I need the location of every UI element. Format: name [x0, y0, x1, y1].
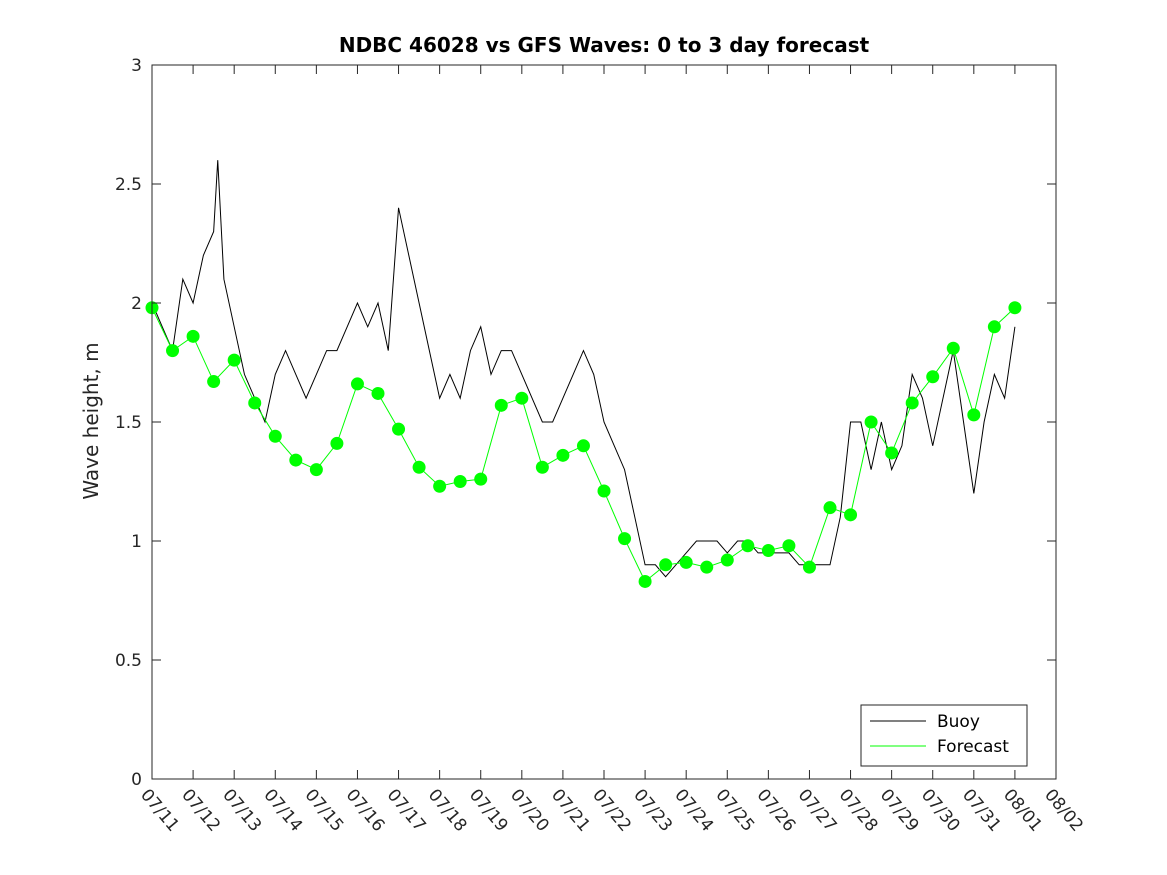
y-tick-label: 2.5 [115, 175, 142, 195]
forecast-point [597, 484, 611, 498]
forecast-point [268, 429, 282, 443]
forecast-point [227, 353, 241, 367]
forecast-point [535, 460, 549, 474]
forecast-point [1008, 301, 1022, 315]
forecast-point [987, 320, 1001, 334]
forecast-point [289, 453, 303, 467]
forecast-point [885, 446, 899, 460]
forecast-point [782, 539, 796, 553]
forecast-point [700, 560, 714, 574]
forecast-point [679, 555, 693, 569]
forecast-point [494, 398, 508, 412]
forecast-point [576, 439, 590, 453]
forecast-point [926, 370, 940, 384]
forecast-point [350, 377, 364, 391]
forecast-point [638, 574, 652, 588]
forecast-point [474, 472, 488, 486]
forecast-point [248, 396, 262, 410]
buoy-line [151, 160, 1016, 578]
forecast-point [946, 341, 960, 355]
y-tick-label: 2 [131, 294, 142, 314]
forecast-point [741, 539, 755, 553]
forecast-point [207, 375, 221, 389]
forecast-point [412, 460, 426, 474]
forecast-point [556, 448, 570, 462]
y-tick-label: 0 [131, 770, 142, 790]
forecast-point [905, 396, 919, 410]
forecast-point [166, 344, 180, 358]
y-tick-label: 1.5 [115, 413, 142, 433]
forecast-point [371, 386, 385, 400]
forecast-point [433, 479, 447, 493]
forecast-point [864, 415, 878, 429]
legend-box [860, 704, 1028, 767]
forecast-point [453, 475, 467, 488]
forecast-point [761, 544, 775, 558]
y-tick-label: 0.5 [115, 651, 142, 671]
y-axis-label: Wave height, m [79, 342, 103, 499]
forecast-point [309, 463, 323, 477]
forecast-point [515, 391, 529, 405]
forecast-point [392, 422, 406, 436]
forecast-point [802, 560, 816, 574]
chart-title: NDBC 46028 vs GFS Waves: 0 to 3 day fore… [339, 33, 870, 57]
forecast-point [618, 532, 632, 546]
y-tick-label: 1 [131, 532, 142, 552]
forecast-point [844, 508, 858, 522]
forecast-point [186, 329, 200, 343]
forecast-point [330, 436, 344, 450]
forecast-point [659, 558, 673, 572]
forecast-point [967, 408, 981, 422]
legend-forecast-label: Forecast [937, 737, 1009, 757]
legend: Buoy Forecast [860, 704, 1028, 767]
forecast-point [720, 553, 734, 567]
y-tick-label: 3 [131, 56, 142, 76]
legend-buoy-label: Buoy [937, 712, 980, 732]
y-axis-ticks: 0 0.5 1 1.5 2 2.5 3 [115, 56, 1056, 790]
forecast-point [823, 501, 837, 515]
plot-frame [151, 64, 1057, 780]
